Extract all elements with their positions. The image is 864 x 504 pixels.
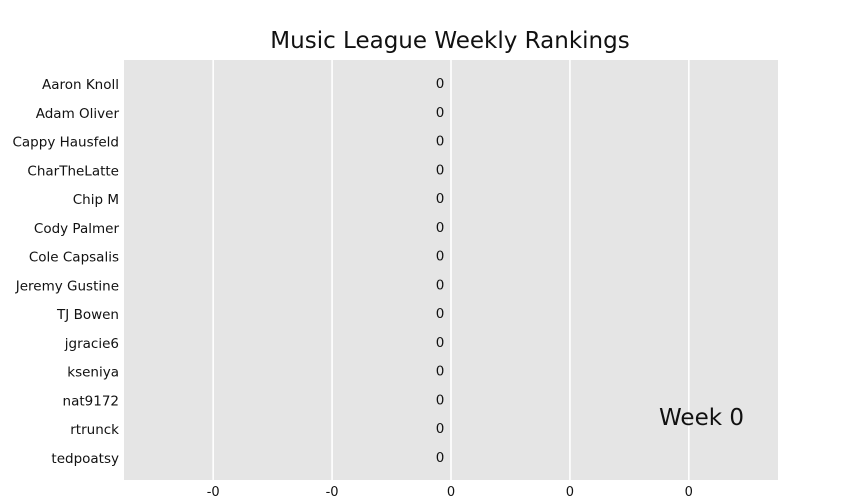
bar-value-label: 0: [436, 191, 445, 207]
category-label: Cole Capsalis: [29, 250, 119, 266]
bar-value-label: 0: [436, 364, 445, 380]
bar-value-label: 0: [436, 249, 445, 265]
x-tick-label: 0: [566, 485, 574, 500]
bar-value-label: 0: [436, 277, 445, 293]
bar-value-label: 0: [436, 76, 445, 92]
category-label: Cody Palmer: [34, 221, 120, 237]
x-tick-label: -0: [326, 485, 339, 500]
bar-value-label: 0: [436, 105, 445, 121]
bar-value-label: 0: [436, 450, 445, 466]
category-label: nat9172: [63, 393, 119, 409]
bar-value-label: 0: [436, 162, 445, 178]
category-label: Jeremy Gustine: [15, 278, 119, 294]
category-label: TJ Bowen: [56, 307, 119, 323]
data-labels: 0 0 0 0 0 0 0 0 0 0 0 0 0 0: [436, 76, 445, 466]
grid-lines: [212, 60, 690, 480]
category-label: Adam Oliver: [36, 106, 120, 122]
category-label: rtrunck: [70, 422, 119, 438]
category-label: tedpoatsy: [51, 451, 119, 467]
bar-value-label: 0: [436, 134, 445, 150]
category-label: Aaron Knoll: [42, 77, 119, 93]
x-tick-label: 0: [685, 485, 693, 500]
category-label: Chip M: [73, 192, 119, 208]
bar-value-label: 0: [436, 421, 445, 437]
x-tick-label: 0: [447, 485, 455, 500]
category-labels: Aaron Knoll Adam Oliver Cappy Hausfeld Char…: [12, 77, 119, 467]
bar-value-label: 0: [436, 392, 445, 408]
category-label: Cappy Hausfeld: [12, 135, 119, 151]
chart-title: Music League Weekly Rankings: [270, 28, 629, 54]
x-tick-labels: -0 -0 0 0 0: [207, 485, 693, 500]
bar-value-label: 0: [436, 306, 445, 322]
category-label: kseniya: [67, 365, 119, 381]
category-label: jgracie6: [64, 336, 119, 352]
bar-value-label: 0: [436, 220, 445, 236]
category-label: CharTheLatte: [27, 163, 119, 179]
week-annotation: Week 0: [659, 405, 744, 431]
bar-value-label: 0: [436, 335, 445, 351]
x-tick-label: -0: [207, 485, 220, 500]
